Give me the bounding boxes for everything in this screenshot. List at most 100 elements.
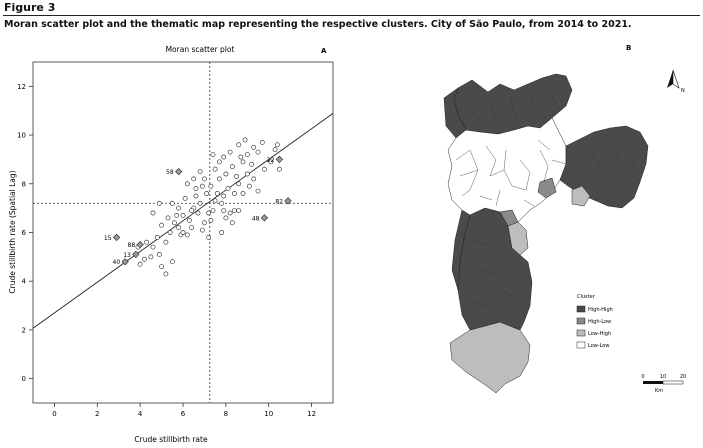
x-tick-label: 4 [138,410,143,418]
data-point [229,220,235,226]
y-axis-label: Crude stillbirth rate (Spatial Lag) [8,170,17,293]
data-point [154,234,160,240]
data-point [182,195,188,201]
legend-swatch [576,317,586,325]
y-tick-label: 0 [22,375,26,383]
data-point [156,251,162,257]
influential-point [275,155,284,164]
point-label: 82 [275,198,283,205]
y-tick-label: 4 [22,278,27,286]
district-border [551,95,561,111]
data-point [236,142,242,148]
data-point [176,225,182,230]
data-point [210,152,216,157]
x-tick-label: 6 [181,410,186,418]
district-border [469,149,479,171]
data-point [141,256,147,262]
map-legend: Cluster High-High High-Low Low-High Low-Low [576,294,613,349]
data-point [244,171,250,177]
district-border [543,165,549,183]
influential-point [284,197,292,205]
district-border [509,95,517,119]
data-point [216,159,222,165]
influential-point [175,167,183,176]
data-point [204,191,209,196]
district-border [489,159,497,177]
north-arrow-icon: N [667,69,685,94]
data-point [234,174,239,179]
legend-swatch [576,329,586,337]
district-borders [455,95,637,307]
data-point [163,271,169,277]
data-point [259,139,265,145]
influential-point [132,250,140,259]
data-point [231,191,237,196]
district-border [497,289,515,297]
data-point [274,142,280,148]
data-point [184,181,190,187]
legend-label: High-Low [588,319,611,325]
data-point [171,220,177,226]
data-point [191,176,197,182]
district-border [525,171,531,191]
district-border [519,289,529,301]
legend-swatch [576,341,586,349]
scatter-points [135,137,282,277]
sao-paulo-cluster-map [443,73,649,394]
panel-label-a: A [321,47,327,55]
data-point [240,191,246,196]
data-point [201,176,207,182]
data-point [184,232,190,238]
data-point [137,261,143,267]
panel-label-b: B [626,44,631,52]
data-point [268,159,274,165]
district-border [589,149,603,171]
data-point [214,191,220,196]
x-axis-label: Crude stillbirth rate [134,435,208,444]
data-point [165,215,171,221]
data-point [249,161,254,167]
point-label: 40 [113,259,121,266]
data-point [236,208,242,213]
district-border [487,99,497,121]
data-point [221,193,227,199]
legend-items: High-High High-Low Low-High Low-Low [576,305,613,349]
point-label: 22 [267,157,275,164]
district-border [461,189,471,197]
data-point [176,205,182,211]
scale-tick-0: 0 [641,374,644,380]
data-point [219,200,224,206]
axes: 0 2 4 6 8 10 12 0 2 4 6 8 10 12 [17,83,316,418]
data-point [186,217,192,223]
data-point [193,193,199,199]
map-region-low-low-center [447,117,567,223]
x-tick-label: 12 [307,410,316,418]
data-point [212,166,218,172]
x-tick-label: 2 [95,410,99,418]
district-border [625,149,637,171]
data-point [240,159,246,165]
map-region-low-high-south [449,321,531,394]
district-border [599,179,613,197]
district-border [523,199,535,207]
legend-label: Low-High [588,331,611,337]
data-point [159,222,164,228]
point-label: 48 [252,215,260,222]
district-border [495,189,501,207]
influential-point [260,214,269,222]
regression-line [32,113,334,329]
data-point [150,244,156,250]
figure-caption: Moran scatter plot and the thematic map … [4,19,632,30]
data-point [276,166,282,172]
data-point [148,254,154,260]
chart-title: Moran scatter plot [166,45,235,54]
y-tick-label: 12 [17,83,26,91]
data-point [216,176,222,182]
y-tick-label: 6 [22,229,27,237]
x-tick-label: 10 [264,410,273,418]
data-point [227,149,233,155]
data-point [261,166,267,172]
data-point [206,234,212,240]
data-point [208,183,214,189]
data-point [225,186,231,192]
